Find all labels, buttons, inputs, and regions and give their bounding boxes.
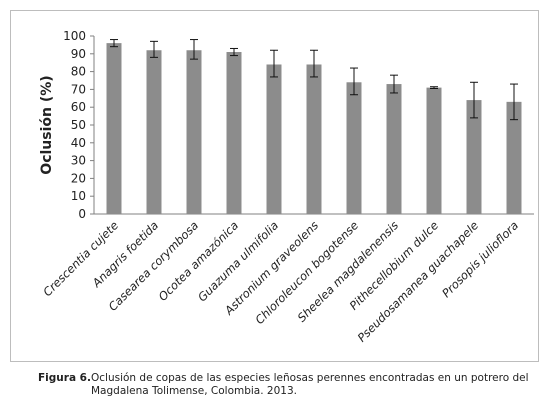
y-tick-label: 80 — [71, 65, 86, 79]
bar-chart: 0 10 20 30 40 50 60 70 80 90 100 Oclusión (%) Cresce… — [39, 29, 534, 345]
y-tick-label: 50 — [71, 118, 86, 132]
caption-text: Oclusión de copas de las especies leñosa… — [91, 372, 529, 397]
x-tick-label: Prosopis julioflora — [439, 218, 521, 300]
bar — [226, 52, 242, 214]
bar — [426, 87, 442, 214]
y-tick-label: 40 — [71, 136, 86, 150]
bar — [506, 101, 522, 214]
y-tick-label: 60 — [71, 100, 86, 114]
bar — [186, 50, 202, 214]
bar — [346, 82, 362, 214]
bar — [466, 100, 482, 214]
caption-label: Figura 6. — [38, 372, 91, 384]
y-tick-label: 90 — [71, 47, 86, 61]
bar — [266, 64, 282, 214]
y-tick-label: 30 — [71, 154, 86, 168]
bar — [146, 50, 162, 214]
y-tick-label: 100 — [63, 29, 86, 43]
x-tick-label: Crescentia cujete — [40, 218, 121, 299]
y-axis-title: Oclusión (%) — [39, 75, 55, 174]
y-tick-label: 0 — [78, 207, 86, 221]
y-tick-label: 70 — [71, 82, 86, 96]
chart-frame: 0 10 20 30 40 50 60 70 80 90 100 Oclusión (%) Cresce… — [10, 10, 539, 362]
bar — [306, 64, 322, 214]
y-tick-label: 10 — [71, 189, 86, 203]
y-tick-label: 20 — [71, 171, 86, 185]
bar — [386, 84, 402, 214]
bar — [106, 43, 122, 215]
